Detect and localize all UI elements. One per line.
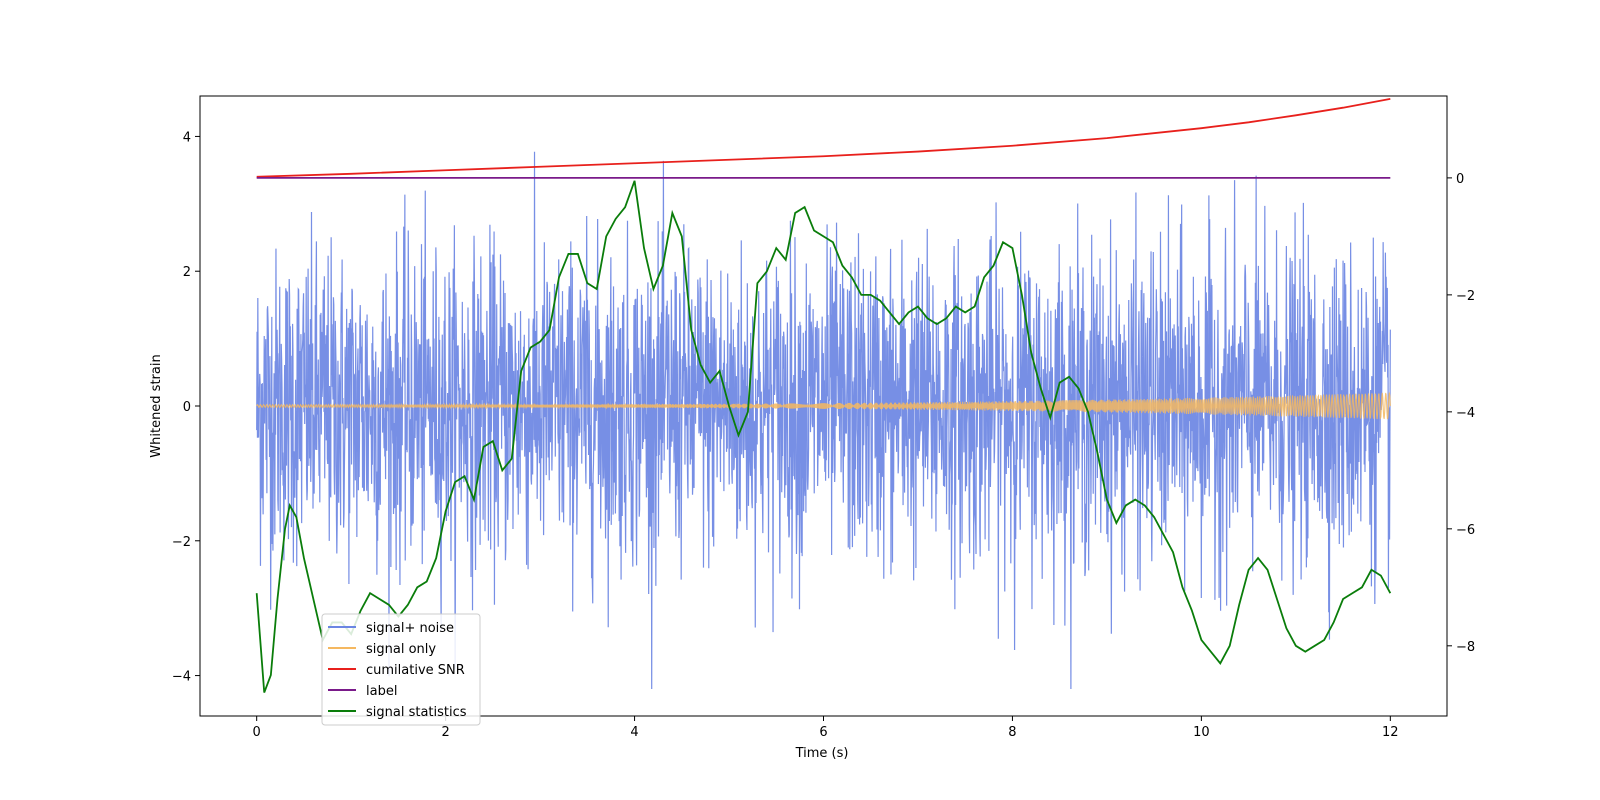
legend-label: cumilative SNR bbox=[366, 663, 465, 678]
series-cumilative-snr-line bbox=[256, 98, 1391, 178]
series-layer bbox=[255, 98, 1392, 693]
series-signal-statistics-line bbox=[255, 180, 1392, 693]
y-tick-label: −2 bbox=[172, 535, 191, 550]
y-tick-label: 2 bbox=[183, 265, 191, 280]
legend-box bbox=[321, 613, 481, 726]
series-signal-noise-line bbox=[256, 151, 1391, 690]
y-axis-right-ticks: −8 −6 −4 −2 0 bbox=[1447, 172, 1475, 655]
x-tick-label: 2 bbox=[441, 725, 449, 740]
y-axis-label: Whitened strain bbox=[149, 354, 164, 457]
x-tick-label: 0 bbox=[253, 725, 261, 740]
y2-tick-label: −8 bbox=[1456, 640, 1475, 655]
x-axis-label: Time (s) bbox=[795, 746, 849, 761]
y2-tick-label: 0 bbox=[1456, 172, 1464, 187]
legend-label: signal+ noise bbox=[366, 621, 454, 636]
y-tick-label: 0 bbox=[183, 400, 191, 415]
y2-tick-label: −4 bbox=[1456, 406, 1475, 421]
legend-label: signal statistics bbox=[366, 705, 467, 720]
y-tick-label: 4 bbox=[183, 130, 191, 145]
x-tick-label: 6 bbox=[819, 725, 827, 740]
x-tick-label: 10 bbox=[1193, 725, 1210, 740]
x-tick-label: 8 bbox=[1008, 725, 1016, 740]
legend-label: signal only bbox=[366, 642, 436, 657]
legend-label: label bbox=[366, 684, 397, 699]
y-axis-left-ticks: −4 −2 0 2 4 bbox=[172, 130, 200, 685]
y2-tick-label: −2 bbox=[1456, 289, 1475, 304]
series-signal-only-line bbox=[256, 392, 1391, 420]
legend: signal+ noise signal only cumilative SNR la… bbox=[321, 613, 481, 726]
x-tick-label: 4 bbox=[630, 725, 638, 740]
y2-tick-label: −6 bbox=[1456, 523, 1475, 538]
y-tick-label: −4 bbox=[172, 670, 191, 685]
x-tick-label: 12 bbox=[1382, 725, 1399, 740]
